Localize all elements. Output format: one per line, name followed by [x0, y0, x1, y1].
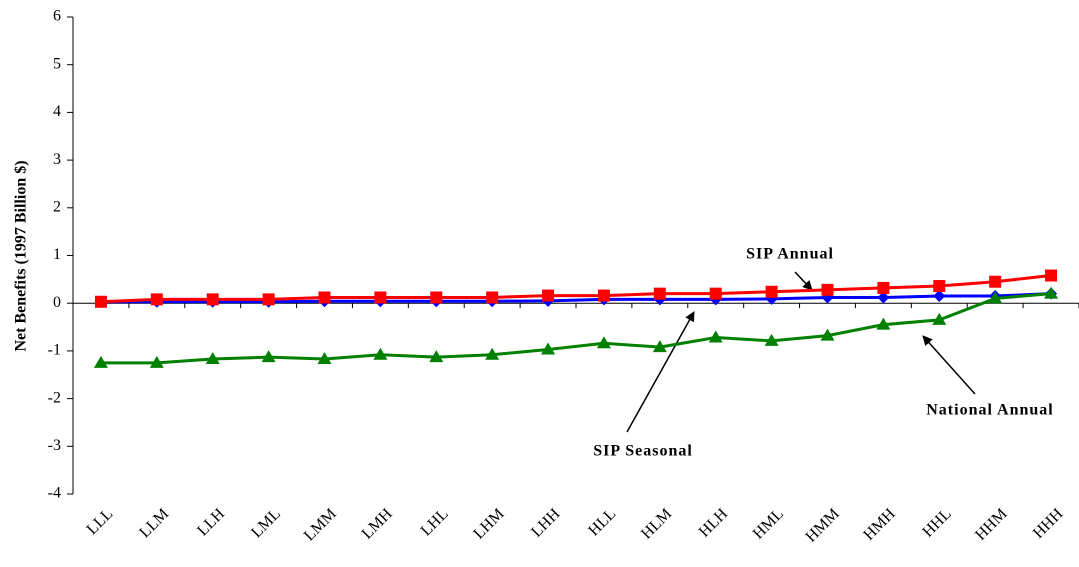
point	[541, 342, 556, 355]
point	[877, 291, 890, 304]
annotation: SIP Seasonal	[593, 443, 693, 460]
x-tick-label: HLM	[638, 505, 675, 542]
annotation-arrow	[922, 335, 976, 395]
y-tick-label: 5	[53, 55, 61, 72]
point	[765, 285, 778, 298]
point	[933, 290, 946, 303]
point	[262, 293, 275, 306]
y-tick-label: 4	[53, 103, 61, 120]
y-tick-label: -1	[48, 342, 61, 359]
point	[653, 287, 666, 300]
point	[652, 340, 667, 353]
point	[596, 336, 611, 349]
point	[709, 287, 722, 300]
point	[429, 350, 444, 363]
x-tick-label: HHH	[1030, 505, 1067, 542]
x-tick-label: HHL	[919, 505, 954, 540]
point	[150, 293, 163, 306]
y-tick-label: -3	[48, 437, 61, 454]
series-line	[100, 274, 1052, 304]
x-tick-label: LHH	[528, 505, 564, 541]
x-tick-label: LLM	[136, 505, 172, 541]
x-tick-label: HMM	[803, 505, 843, 545]
y-tick-label: 6	[53, 8, 61, 25]
point	[876, 317, 891, 330]
point	[1044, 286, 1059, 299]
point	[597, 289, 610, 302]
x-tick-label: LMM	[301, 505, 340, 544]
point	[206, 293, 219, 306]
y-tick-label: 2	[53, 198, 61, 215]
point	[1045, 269, 1058, 282]
y-tick-label: -2	[48, 389, 61, 406]
x-tick-label: LHL	[418, 505, 452, 539]
x-tick-label: LLH	[194, 505, 228, 539]
point	[374, 291, 387, 304]
x-tick-label: HLL	[585, 505, 619, 539]
y-tick-label: 1	[53, 246, 61, 263]
point	[485, 347, 500, 360]
point	[932, 312, 947, 325]
annotation-arrow	[794, 271, 813, 291]
point	[933, 280, 946, 293]
point	[373, 347, 388, 360]
point	[988, 291, 1003, 304]
y-axis-label: Net Benefits (1997 Billion $)	[13, 160, 30, 351]
series-line	[100, 292, 1052, 304]
y-tick-label: -4	[48, 485, 61, 502]
point	[261, 350, 276, 363]
point	[542, 289, 555, 302]
point	[486, 291, 499, 304]
x-tick-label: LMH	[359, 505, 396, 542]
point	[205, 352, 220, 365]
point	[149, 355, 164, 368]
x-tick-label: HLH	[696, 505, 732, 541]
x-tick-label: HMH	[860, 505, 899, 544]
x-tick-label: HML	[750, 505, 787, 542]
x-tick-label: HHM	[972, 505, 1010, 543]
x-tick-label: LLL	[84, 505, 117, 538]
point	[820, 328, 835, 341]
series-line	[100, 292, 1052, 365]
point	[430, 291, 443, 304]
point	[877, 281, 890, 294]
point	[94, 295, 107, 308]
point	[821, 283, 834, 296]
point	[318, 291, 331, 304]
annotation: National Annual	[926, 402, 1053, 419]
point	[317, 352, 332, 365]
x-tick-label: LHM	[470, 505, 507, 542]
point	[764, 333, 779, 346]
point	[989, 275, 1002, 288]
y-tick-label: 3	[53, 151, 61, 168]
annotation: SIP Annual	[746, 246, 834, 263]
annotation-arrow	[626, 311, 695, 433]
point	[93, 355, 108, 368]
y-tick-label: 0	[53, 294, 61, 311]
point	[708, 330, 723, 343]
x-tick-label: LML	[248, 505, 284, 541]
